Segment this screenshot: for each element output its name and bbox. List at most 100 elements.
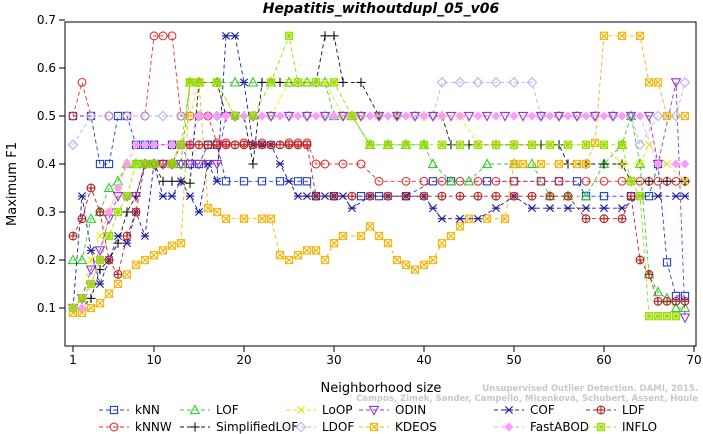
data-point-simplifiedlof bbox=[662, 176, 672, 186]
x-tick-label: 50 bbox=[506, 353, 521, 367]
data-point-inflo bbox=[293, 78, 303, 87]
y-axis-label: Maximum F1 bbox=[5, 142, 20, 226]
data-point-inflo bbox=[644, 312, 654, 321]
legend-item-odin: ODIN bbox=[359, 403, 426, 417]
data-point-lof bbox=[652, 286, 664, 297]
data-point-knn bbox=[239, 177, 249, 186]
data-point-knnw bbox=[374, 176, 384, 186]
data-point-simplifiedlof bbox=[329, 31, 339, 41]
data-point-fastabod bbox=[455, 111, 465, 121]
data-point-kdeos bbox=[536, 159, 546, 169]
legend-label-knn: kNN bbox=[135, 403, 160, 417]
data-point-knnw bbox=[491, 176, 501, 186]
data-point-knn bbox=[302, 177, 312, 186]
data-point-fastabod bbox=[149, 140, 159, 150]
data-point-inflo bbox=[77, 294, 87, 303]
legend-marker-kdeos bbox=[369, 422, 379, 432]
data-point-lof bbox=[670, 302, 682, 313]
data-point-cof bbox=[86, 246, 96, 255]
data-point-ldf bbox=[239, 140, 249, 150]
data-point-ldf bbox=[95, 207, 105, 217]
data-point-cof bbox=[671, 192, 681, 201]
data-point-odin bbox=[319, 111, 331, 122]
data-point-inflo bbox=[212, 78, 222, 87]
data-point-ldf bbox=[302, 140, 312, 150]
data-point-odin bbox=[391, 111, 403, 122]
data-point-knnw bbox=[149, 31, 159, 41]
data-point-kdeos bbox=[419, 260, 429, 269]
data-point-ldf bbox=[221, 140, 231, 150]
data-point-odin bbox=[337, 111, 349, 122]
data-point-simplifiedlof bbox=[644, 176, 654, 186]
legend-marker-knnw bbox=[109, 422, 119, 432]
data-point-cof bbox=[221, 31, 231, 40]
data-point-cof bbox=[680, 192, 690, 201]
data-point-ldof bbox=[472, 77, 484, 88]
data-point-ldf bbox=[653, 296, 663, 306]
data-point-odin bbox=[211, 159, 223, 170]
data-point-loop bbox=[618, 160, 626, 168]
data-point-knnw bbox=[401, 176, 411, 186]
data-point-inflo bbox=[176, 140, 186, 149]
x-tick-label: 1 bbox=[69, 353, 77, 367]
data-point-cof bbox=[491, 204, 501, 213]
data-point-kdeos bbox=[356, 231, 366, 241]
data-point-inflo bbox=[311, 78, 321, 87]
data-point-cof bbox=[347, 204, 357, 213]
data-point-inflo bbox=[653, 312, 663, 321]
data-point-cof bbox=[581, 204, 591, 213]
data-point-odin bbox=[409, 111, 421, 122]
series-line-inflo bbox=[72, 34, 676, 317]
data-point-ldof bbox=[67, 139, 79, 151]
y-tick-label: 0.4 bbox=[37, 157, 56, 171]
data-point-fastabod bbox=[275, 111, 285, 121]
data-point-kdeos bbox=[311, 246, 321, 255]
data-point-ldof bbox=[526, 77, 538, 88]
data-point-kdeos bbox=[122, 270, 132, 279]
x-tick-label: 60 bbox=[596, 353, 611, 367]
data-point-fastabod bbox=[194, 111, 204, 121]
data-point-knnw bbox=[509, 176, 519, 186]
series-line-loop bbox=[72, 81, 686, 309]
data-point-ldf bbox=[104, 255, 114, 265]
data-point-fastabod bbox=[257, 111, 267, 121]
data-point-simplifiedlof bbox=[95, 265, 105, 275]
data-point-ldf bbox=[635, 255, 645, 265]
data-point-kdeos bbox=[149, 251, 159, 260]
data-point-ldf bbox=[284, 140, 294, 150]
data-point-loop bbox=[681, 177, 689, 186]
legend-marker-cof bbox=[504, 406, 514, 414]
data-point-ldof bbox=[490, 77, 502, 88]
data-point-fastabod bbox=[293, 111, 303, 121]
legend-label-ldof: LDOF bbox=[322, 420, 354, 434]
data-point-ldof bbox=[679, 77, 691, 88]
data-point-odin bbox=[670, 78, 682, 89]
data-point-fastabod bbox=[104, 207, 114, 217]
data-point-fastabod bbox=[563, 111, 573, 121]
data-point-lof bbox=[427, 158, 439, 169]
data-point-fastabod bbox=[365, 111, 375, 121]
data-point-kdeos bbox=[662, 111, 672, 121]
data-point-inflo bbox=[230, 111, 240, 121]
data-point-ldf bbox=[329, 191, 339, 201]
legend-marker-lof bbox=[189, 404, 201, 415]
data-point-kdeos bbox=[158, 246, 168, 255]
x-tick-label: 30 bbox=[326, 353, 341, 367]
data-point-odin bbox=[184, 159, 196, 170]
y-axis: 0.1 0.2 0.3 0.4 0.5 0.6 0.7 bbox=[37, 13, 65, 315]
data-point-fastabod bbox=[113, 183, 123, 193]
data-point-knn bbox=[293, 177, 303, 186]
data-point-ldf bbox=[473, 191, 483, 201]
data-point-odin bbox=[85, 265, 97, 276]
data-point-kdeos bbox=[428, 255, 438, 265]
data-point-kdeos bbox=[365, 222, 375, 231]
data-point-odin bbox=[607, 111, 619, 122]
data-point-lof bbox=[526, 158, 538, 169]
data-point-kdeos bbox=[617, 31, 627, 40]
legend-label-cof: COF bbox=[530, 403, 555, 417]
data-point-ldf bbox=[248, 140, 258, 150]
legend-item-simplifiedlof: SimplifiedLOF bbox=[180, 420, 298, 434]
data-point-kdeos bbox=[446, 231, 456, 241]
legend-marker-fastabod bbox=[504, 422, 514, 432]
data-point-kdeos bbox=[509, 159, 519, 169]
